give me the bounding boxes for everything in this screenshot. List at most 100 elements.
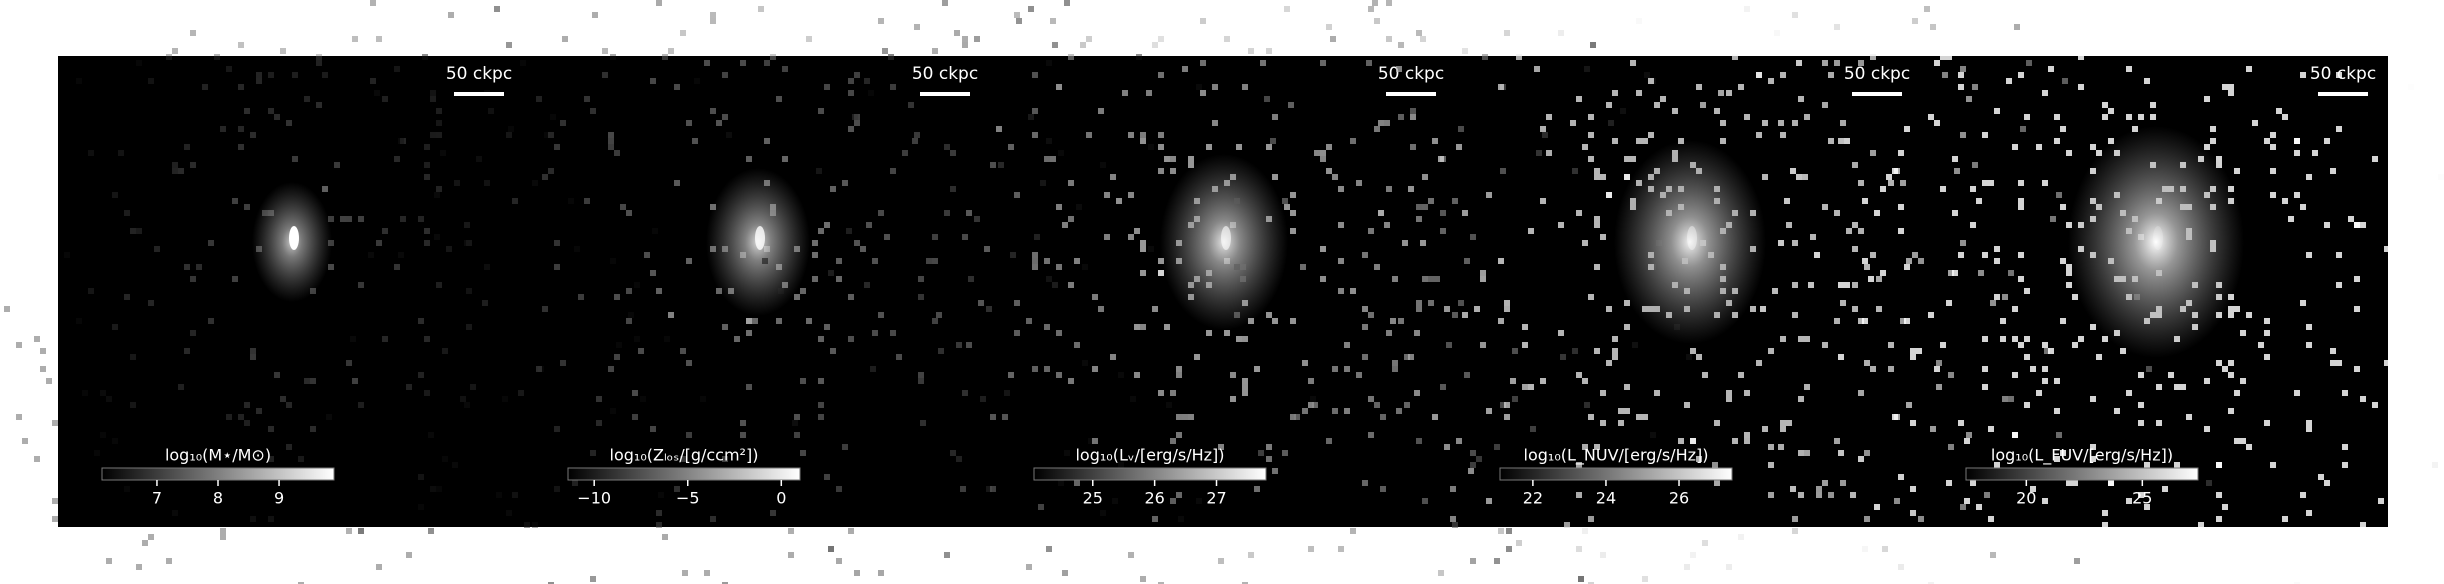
pixel (1982, 384, 1988, 390)
pixel (1958, 420, 1964, 426)
pixel (1778, 444, 1784, 450)
pixel (1428, 198, 1434, 204)
pixel (2018, 72, 2024, 78)
pixel (1744, 6, 1750, 12)
pixel (1910, 348, 1916, 354)
pixel (1576, 372, 1582, 378)
pixel (172, 48, 178, 54)
pixel (830, 348, 836, 354)
pixel (794, 294, 800, 300)
pixel (1512, 348, 1518, 354)
pixel (424, 336, 430, 342)
pixel (382, 336, 388, 342)
pixel (178, 168, 184, 174)
pixel (658, 492, 664, 498)
pixel (2372, 402, 2378, 408)
pixel (2138, 114, 2144, 120)
pixel (400, 138, 406, 144)
pixel (304, 378, 310, 384)
pixel (1792, 312, 1798, 318)
pixel (316, 102, 322, 108)
pixel (828, 270, 834, 276)
pixel (572, 480, 578, 486)
pixel (734, 336, 740, 342)
pixel (674, 180, 680, 186)
pixel (1642, 414, 1648, 420)
pixel (1140, 138, 1146, 144)
pixel (124, 210, 130, 216)
pixel (1044, 156, 1050, 162)
pixel (1032, 264, 1038, 270)
pixel (878, 312, 884, 318)
pixel (148, 300, 154, 306)
pixel (1600, 552, 1606, 558)
pixel (608, 138, 614, 144)
pixel (592, 12, 598, 18)
pixel (1040, 180, 1046, 186)
pixel (136, 228, 142, 234)
pixel (656, 0, 662, 6)
pixel (506, 132, 512, 138)
pixel (1870, 54, 1876, 60)
pixel (1672, 108, 1678, 114)
pixel (1594, 264, 1600, 270)
pixel (1774, 30, 1780, 36)
pixel (532, 522, 538, 528)
pixel (574, 246, 580, 252)
pixel (316, 54, 322, 60)
pixel (1576, 546, 1582, 552)
pixel (1792, 528, 1798, 534)
pixel (1158, 72, 1164, 78)
pixel (2324, 480, 2330, 486)
pixel (1714, 108, 1720, 114)
pixel (1958, 84, 1964, 90)
pixel (1266, 444, 1272, 450)
pixel (1528, 228, 1534, 234)
pixel (1140, 324, 1146, 330)
pixel (602, 72, 608, 78)
pixel (484, 180, 490, 186)
pixel (488, 108, 494, 114)
pixel (2390, 216, 2396, 222)
pixel (1576, 492, 1582, 498)
pixel (220, 534, 226, 540)
pixel (652, 228, 658, 234)
pixel (1422, 174, 1428, 180)
pixel (208, 240, 214, 246)
pixel (1792, 12, 1798, 18)
pixel (2198, 522, 2204, 528)
pixel (1636, 414, 1642, 420)
pixel (1188, 414, 1194, 420)
pixel (1380, 486, 1386, 492)
pixel (890, 168, 896, 174)
pixel (190, 276, 196, 282)
pixel (2300, 12, 2306, 18)
pixel (1862, 198, 1868, 204)
pixel (1804, 114, 1810, 120)
pixel (2342, 390, 2348, 396)
pixel (2102, 102, 2108, 108)
pixel (1158, 270, 1164, 276)
pixel (292, 72, 298, 78)
pixel (394, 66, 400, 72)
pixel (1158, 36, 1164, 42)
pixel (502, 396, 508, 402)
pixel (1140, 132, 1146, 138)
pixel (1320, 150, 1326, 156)
pixel (370, 0, 376, 6)
pixel (1682, 258, 1688, 264)
pixel (746, 384, 752, 390)
pixel (1332, 408, 1338, 414)
pixel (1494, 444, 1500, 450)
pixel (172, 168, 178, 174)
scale-bar-label: 50 ckpc (2310, 64, 2376, 84)
pixel (1960, 240, 1966, 246)
pixel (1888, 366, 1894, 372)
pixel (560, 360, 566, 366)
pixel (2066, 282, 2072, 288)
pixel (1834, 24, 1840, 30)
pixel (1928, 114, 1934, 120)
pixel (650, 270, 656, 276)
pixel (2378, 42, 2384, 48)
pixel (232, 276, 238, 282)
